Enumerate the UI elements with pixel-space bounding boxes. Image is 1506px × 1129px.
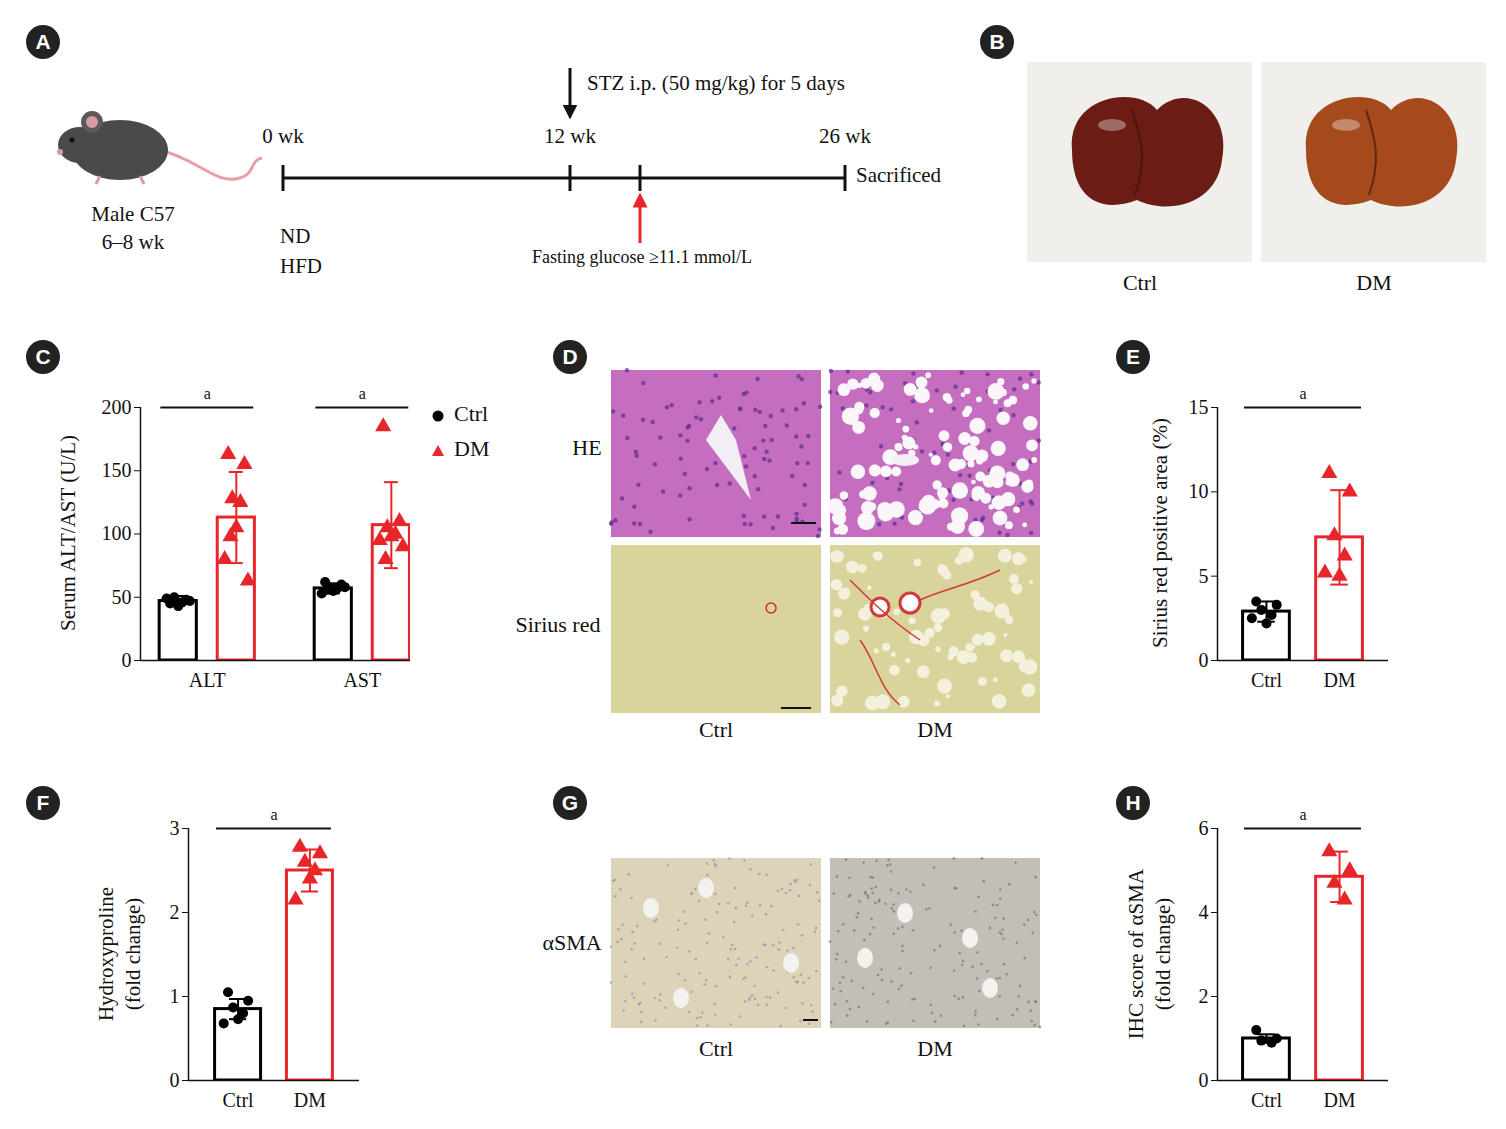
- html-text:G: G: [561, 791, 579, 814]
- svg-text:Sacrificed: Sacrificed: [856, 163, 942, 187]
- svg-text:DM: DM: [1323, 669, 1355, 691]
- svg-text:DM: DM: [917, 717, 952, 742]
- svg-text:Ctrl: Ctrl: [699, 1036, 733, 1061]
- html-text:Serum ALT/AST (U/L): Serum ALT/AST (U/L): [55, 435, 80, 631]
- html-text:D: D: [562, 345, 578, 368]
- html-text:F: F: [36, 791, 50, 814]
- svg-text:ALT: ALT: [189, 669, 226, 691]
- svg-text:0 wk: 0 wk: [262, 124, 304, 148]
- svg-text:3: 3: [170, 817, 180, 839]
- svg-text:26 wk: 26 wk: [819, 124, 871, 148]
- html-text:DM: DM: [454, 436, 490, 461]
- svg-text:1: 1: [170, 985, 180, 1007]
- svg-text:6: 6: [1199, 817, 1209, 839]
- svg-text:DM: DM: [1323, 1089, 1355, 1111]
- svg-text:Ctrl: Ctrl: [1251, 669, 1283, 691]
- svg-text:Sirius red: Sirius red: [516, 612, 601, 637]
- svg-text:Ctrl: Ctrl: [1123, 270, 1157, 295]
- html-text:(fold change): (fold change): [121, 897, 145, 1011]
- html-text:(fold change): (fold change): [1151, 897, 1175, 1011]
- svg-text:12 wk: 12 wk: [544, 124, 596, 148]
- svg-text:100: 100: [102, 522, 132, 544]
- svg-text:Fasting glucose ≥11.1 mmol/L: Fasting glucose ≥11.1 mmol/L: [532, 247, 752, 267]
- html-text:A: A: [35, 30, 51, 53]
- svg-text:10: 10: [1189, 480, 1209, 502]
- svg-text:0: 0: [1199, 649, 1209, 671]
- html-text:IHC score of αSMA: IHC score of αSMA: [1124, 868, 1148, 1040]
- html-text:C: C: [35, 345, 51, 368]
- svg-text:HFD: HFD: [280, 254, 322, 278]
- svg-text:DM: DM: [917, 1036, 952, 1061]
- svg-text:DM: DM: [294, 1089, 326, 1111]
- svg-text:a: a: [359, 385, 366, 402]
- svg-text:4: 4: [1199, 901, 1209, 923]
- svg-text:αSMA: αSMA: [542, 930, 601, 955]
- svg-text:6–8 wk: 6–8 wk: [102, 230, 165, 254]
- svg-text:a: a: [1299, 806, 1306, 823]
- svg-text:Ctrl: Ctrl: [223, 1089, 255, 1111]
- html-text:B: B: [989, 30, 1005, 53]
- svg-text:HE: HE: [572, 435, 601, 460]
- html-text:E: E: [1126, 345, 1140, 368]
- svg-text:Male C57: Male C57: [91, 202, 174, 226]
- html-text:Ctrl: Ctrl: [454, 401, 489, 426]
- svg-text:STZ i.p. (50 mg/kg) for 5 days: STZ i.p. (50 mg/kg) for 5 days: [587, 71, 845, 95]
- svg-text:a: a: [270, 806, 277, 823]
- svg-text:a: a: [204, 385, 211, 402]
- svg-text:15: 15: [1189, 396, 1209, 418]
- svg-text:DM: DM: [1356, 270, 1391, 295]
- svg-text:AST: AST: [343, 669, 381, 691]
- html-text:H: H: [1125, 791, 1141, 814]
- html-text:Hydroxyproline: Hydroxyproline: [94, 886, 118, 1022]
- svg-text:ND: ND: [280, 224, 310, 248]
- html-text:Sirius red positive area (%): Sirius red positive area (%): [1147, 418, 1172, 648]
- svg-text:150: 150: [102, 459, 132, 481]
- svg-text:2: 2: [170, 901, 180, 923]
- svg-text:a: a: [1299, 385, 1306, 402]
- svg-text:0: 0: [122, 649, 132, 671]
- svg-text:5: 5: [1199, 565, 1209, 587]
- svg-text:Ctrl: Ctrl: [1251, 1089, 1283, 1111]
- svg-text:2: 2: [1199, 985, 1209, 1007]
- svg-text:0: 0: [170, 1069, 180, 1091]
- svg-text:50: 50: [112, 586, 132, 608]
- svg-text:0: 0: [1199, 1069, 1209, 1091]
- svg-text:200: 200: [102, 396, 132, 418]
- svg-text:Ctrl: Ctrl: [699, 717, 733, 742]
